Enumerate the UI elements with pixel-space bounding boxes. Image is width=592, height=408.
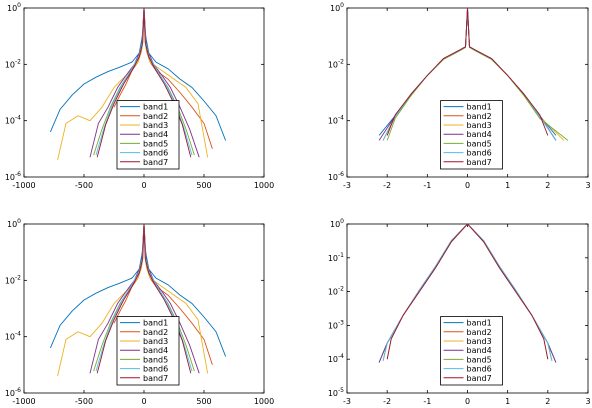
subplot-4: -3 -2 -1 0 1 2 310010-110-210-310-410-5band1ba…: [328, 218, 591, 406]
y-tick-label: 10-4: [5, 115, 21, 126]
legend-box: [440, 100, 503, 170]
legend-label-band3: band3: [143, 121, 168, 130]
x-tick-label: -1: [423, 397, 431, 406]
series-line-band3: [57, 8, 209, 161]
series-line-band3: [57, 224, 209, 377]
x-tick-label: -3: [343, 181, 351, 190]
y-tick-label: 100: [330, 2, 344, 13]
legend-label-band1: band1: [143, 103, 168, 112]
series-group: [378, 8, 569, 141]
legend-label-band4: band4: [143, 346, 168, 355]
legend-label-band4: band4: [467, 130, 492, 139]
legend-box: [116, 316, 180, 386]
y-tick-label: 10-5: [328, 387, 344, 398]
y-tick-label: 10-2: [328, 286, 344, 297]
x-tick-label: 1: [505, 181, 510, 190]
legend-label-band6: band6: [143, 365, 168, 374]
x-tick-label: -500: [75, 181, 93, 190]
legend-label-band7: band7: [467, 158, 492, 167]
legend-label-band3: band3: [467, 337, 492, 346]
subplot-2: -3 -2 -1 0 1 2 3 100 10-2 10-4 10-6 band1band2band3…: [328, 2, 591, 190]
legend-label-band7: band7: [143, 158, 168, 167]
x-tick-label: 2: [545, 397, 550, 406]
x-tick-label: 0: [465, 397, 470, 406]
x-tick-label: 0: [465, 181, 470, 190]
y-tick-label: 10-1: [328, 252, 344, 263]
x-tick-label: 2: [545, 181, 550, 190]
legend-label-band1: band1: [143, 319, 168, 328]
legend-box: [440, 316, 503, 386]
y-tick-label: 100: [7, 2, 21, 13]
legend-label-band2: band2: [467, 328, 492, 337]
series-line-band7: [386, 224, 549, 360]
x-tick-label: -500: [75, 397, 93, 406]
legend-label-band5: band5: [467, 139, 492, 148]
legend-label-band3: band3: [143, 337, 168, 346]
y-tick-label: 10-2: [328, 58, 344, 69]
x-tick-label: 3: [585, 397, 590, 406]
legend-label-band6: band6: [467, 149, 492, 158]
y-tick-label: 10-6: [5, 387, 21, 398]
x-tick-label: 3: [585, 181, 590, 190]
y-tick-label: 10-2: [5, 58, 21, 69]
series-line-band6: [95, 8, 193, 156]
legend-label-band4: band4: [143, 130, 168, 139]
x-tick-label: 0: [141, 397, 146, 406]
x-tick-label: -3: [343, 397, 351, 406]
y-tick-label: 10-3: [328, 319, 344, 330]
x-tick-label: 500: [196, 397, 211, 406]
legend-label-band7: band7: [467, 374, 492, 383]
x-tick-label: -2: [383, 181, 391, 190]
legend-label-band2: band2: [143, 328, 168, 337]
legend-label-band1: band1: [467, 103, 492, 112]
y-tick-label: 10-4: [328, 115, 344, 126]
series-group: [378, 224, 557, 363]
series-line-band6: [95, 224, 193, 372]
y-tick-label: 10-4: [328, 353, 344, 364]
y-tick-label: 10-2: [5, 274, 21, 285]
legend-label-band2: band2: [467, 112, 492, 121]
legend-label-band5: band5: [143, 355, 168, 364]
x-tick-label: -1000: [12, 397, 35, 406]
subplot-3: -1000 -500 0 500 100010010-210-410-6band1ban…: [5, 218, 274, 406]
x-tick-label: 500: [196, 181, 211, 190]
x-tick-label: 1000: [254, 397, 274, 406]
legend-label-band5: band5: [467, 355, 492, 364]
y-tick-label: 10-4: [5, 331, 21, 342]
series-line-band7: [96, 224, 192, 374]
y-tick-label: 100: [7, 218, 21, 229]
y-tick-label: 10-6: [328, 171, 344, 182]
legend-label-band4: band4: [467, 346, 492, 355]
legend-label-band7: band7: [143, 374, 168, 383]
series-line-band7: [96, 8, 192, 158]
x-tick-label: 1: [505, 397, 510, 406]
legend-label-band5: band5: [143, 139, 168, 148]
x-tick-label: -2: [383, 397, 391, 406]
x-tick-label: -1: [423, 181, 431, 190]
series-line-band7: [386, 8, 549, 136]
subplot-1: -1000 -500 0 500 100010010-210-410-6band1ban…: [5, 2, 274, 190]
legend-label-band6: band6: [467, 365, 492, 374]
legend-label-band6: band6: [143, 149, 168, 158]
y-tick-label: 10-6: [5, 171, 21, 182]
legend-box: [116, 100, 180, 170]
x-tick-label: 1000: [254, 181, 274, 190]
y-tick-label: 100: [330, 218, 344, 229]
x-tick-label: -1000: [12, 181, 35, 190]
legend-label-band1: band1: [467, 319, 492, 328]
legend-label-band3: band3: [467, 121, 492, 130]
legend-label-band2: band2: [143, 112, 168, 121]
x-tick-label: 0: [141, 181, 146, 190]
